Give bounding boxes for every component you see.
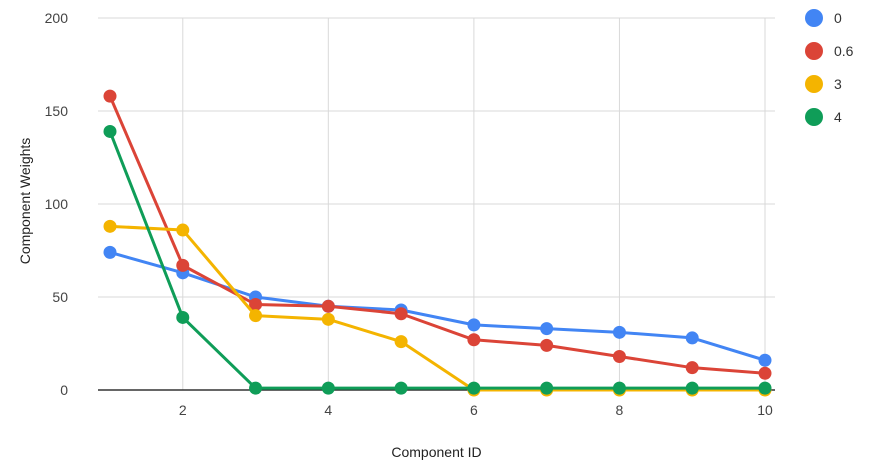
data-point (758, 366, 772, 380)
data-point (249, 309, 263, 323)
x-tick-label: 8 (616, 402, 624, 418)
data-point (685, 361, 699, 375)
legend-label: 0 (834, 10, 842, 26)
series-3 (103, 219, 772, 397)
legend-marker (805, 108, 823, 126)
x-tick-label: 2 (179, 402, 187, 418)
data-point (467, 381, 481, 395)
data-point (394, 335, 408, 349)
y-tick-label: 200 (45, 10, 69, 26)
series-line (108, 95, 766, 375)
data-point (103, 124, 117, 138)
x-tick-label: 10 (757, 402, 773, 418)
series-lines (103, 89, 772, 397)
legend: 0 0.6 3 4 (805, 9, 854, 126)
data-point (249, 381, 263, 395)
y-tick-label: 50 (52, 289, 68, 305)
series-line (109, 224, 765, 392)
data-point (540, 381, 554, 395)
data-point (540, 338, 554, 352)
data-point (685, 381, 699, 395)
y-axis-title: Component Weights (17, 138, 33, 265)
data-point (321, 381, 335, 395)
data-point (612, 325, 626, 339)
legend-item: 0.6 (805, 42, 854, 60)
legend-item: 4 (805, 108, 842, 126)
data-point (540, 322, 554, 336)
series-0.6 (103, 89, 772, 380)
data-point (467, 318, 481, 332)
data-point (467, 333, 481, 347)
legend-label: 0.6 (834, 43, 854, 59)
data-point (176, 310, 190, 324)
data-point (249, 297, 263, 311)
data-point (176, 223, 190, 237)
data-point (321, 312, 335, 326)
tick-labels: 0 50 100 150 200 2 4 6 8 10 (45, 10, 773, 418)
legend-marker (805, 42, 823, 60)
data-point (394, 307, 408, 321)
x-axis-title: Component ID (391, 444, 481, 460)
y-tick-label: 0 (60, 382, 68, 398)
x-tick-label: 4 (324, 402, 332, 418)
data-point (321, 299, 335, 313)
data-point (685, 331, 699, 345)
grid-lines (98, 17, 775, 390)
legend-item: 3 (805, 75, 842, 93)
data-point (103, 245, 117, 259)
y-tick-label: 150 (45, 103, 69, 119)
data-point (758, 381, 772, 395)
x-tick-label: 6 (470, 402, 478, 418)
legend-marker (805, 75, 823, 93)
data-point (612, 381, 626, 395)
data-point (394, 381, 408, 395)
data-point (103, 89, 117, 103)
legend-label: 4 (834, 109, 842, 125)
y-tick-label: 100 (45, 196, 69, 212)
legend-marker (805, 9, 823, 27)
data-point (176, 258, 190, 272)
data-point (612, 350, 626, 364)
series-4 (103, 124, 772, 395)
series-0 (103, 245, 772, 367)
series-line (108, 130, 765, 390)
legend-item: 0 (805, 9, 842, 27)
legend-label: 3 (834, 76, 842, 92)
data-point (103, 219, 117, 233)
data-point (758, 353, 772, 367)
